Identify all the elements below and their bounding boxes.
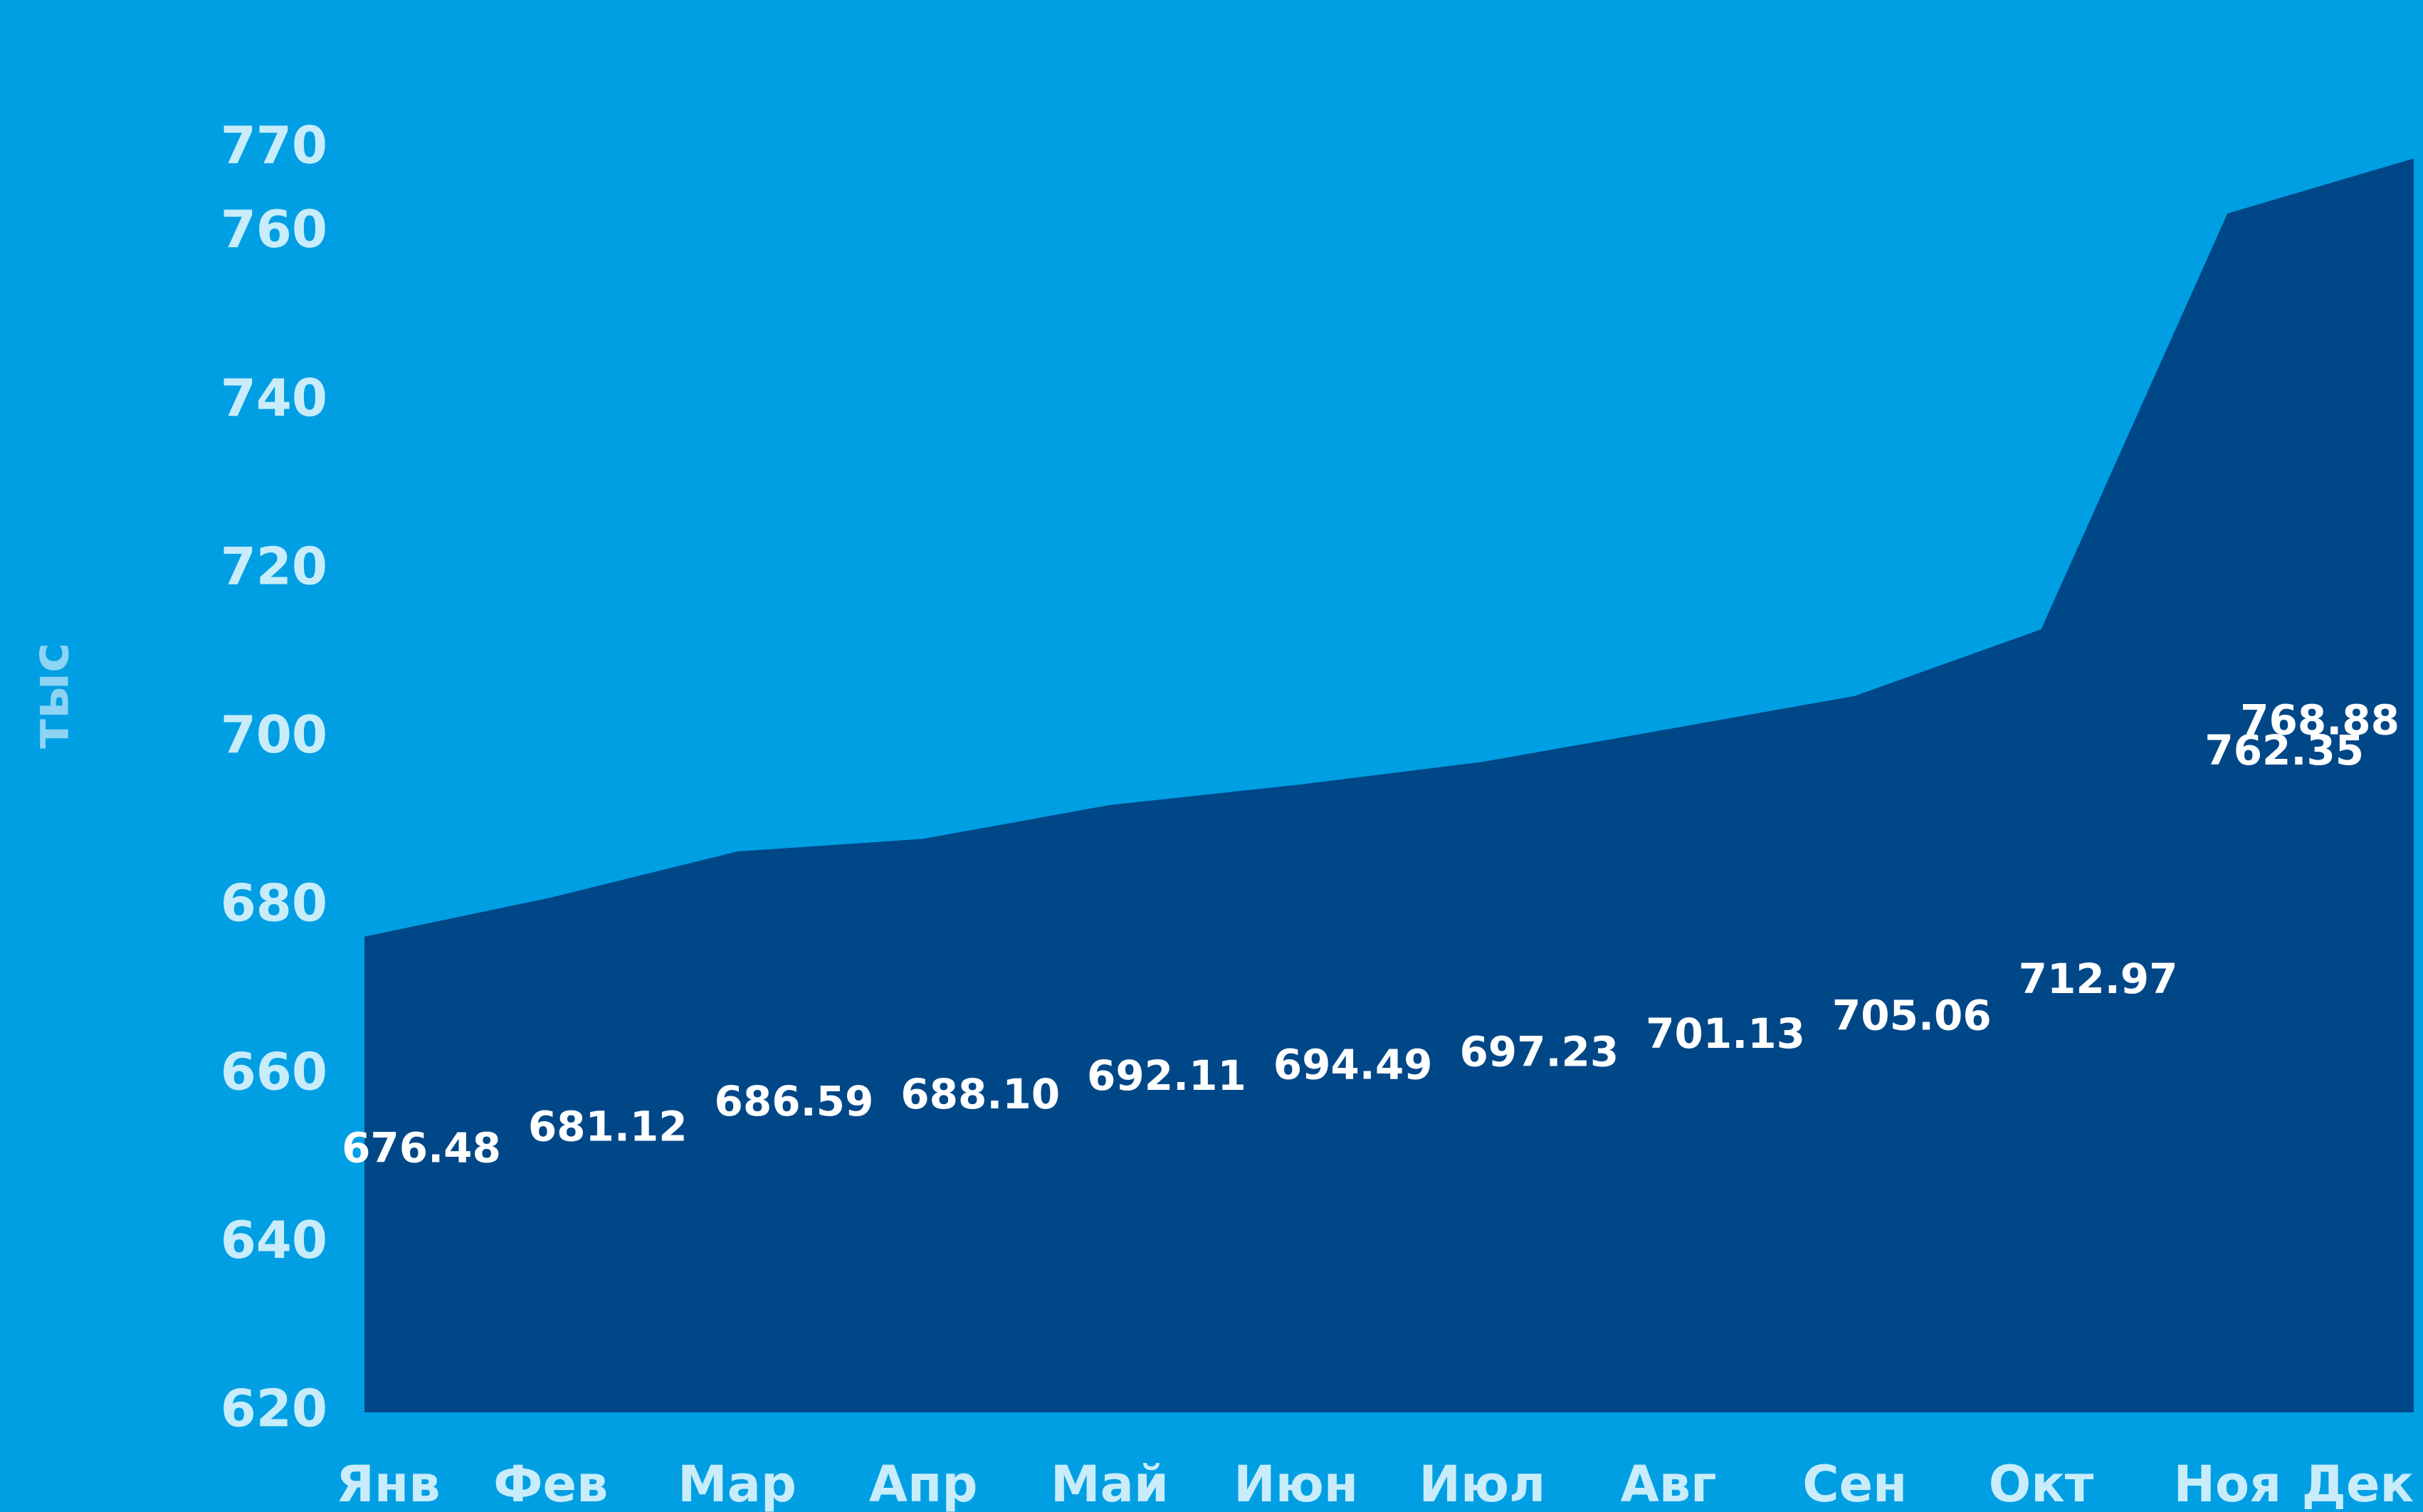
y-tick-label: 740	[221, 368, 327, 428]
value-label: 692.11	[1087, 1051, 1246, 1100]
area	[364, 158, 2414, 1413]
value-label: 681.12	[528, 1102, 688, 1150]
x-tick-label: Фев	[493, 1455, 608, 1512]
x-tick-label: Сен	[1802, 1455, 1907, 1512]
value-label: 676.48	[342, 1124, 501, 1172]
value-label: 697.23	[1459, 1028, 1619, 1076]
value-label: 768.88	[2240, 695, 2400, 744]
x-tick-label: Окт	[1989, 1455, 2094, 1512]
x-tick-label: Авг	[1621, 1455, 1717, 1512]
y-tick-label: 720	[221, 536, 327, 596]
x-tick-label: Мар	[678, 1455, 797, 1512]
value-label: 712.97	[2019, 955, 2178, 1003]
y-axis-label: тыс	[21, 642, 80, 749]
y-tick-label: 770	[221, 115, 327, 175]
x-tick-label: Дек	[2302, 1455, 2414, 1512]
y-tick-label: 700	[221, 705, 327, 765]
value-label: 705.06	[1832, 992, 1992, 1040]
y-tick-label: 680	[221, 873, 327, 933]
value-label: 694.49	[1273, 1040, 1433, 1088]
x-tick-label: Июл	[1419, 1455, 1545, 1512]
x-tick-label: Ноя	[2173, 1455, 2281, 1512]
x-tick-label: Апр	[869, 1455, 978, 1512]
value-label: 762.35	[2204, 726, 2364, 775]
value-label: 701.13	[1646, 1009, 1805, 1058]
x-tick-label: Май	[1051, 1455, 1169, 1512]
x-tick-label: Янв	[336, 1455, 441, 1512]
value-label: 688.10	[900, 1070, 1060, 1118]
value-label: 686.59	[715, 1077, 874, 1125]
y-tick-label: 660	[221, 1041, 327, 1101]
x-tick-label: Июн	[1234, 1455, 1358, 1512]
y-tick-label: 620	[221, 1379, 327, 1439]
y-tick-label: 640	[221, 1210, 327, 1270]
y-tick-label: 760	[221, 199, 327, 259]
